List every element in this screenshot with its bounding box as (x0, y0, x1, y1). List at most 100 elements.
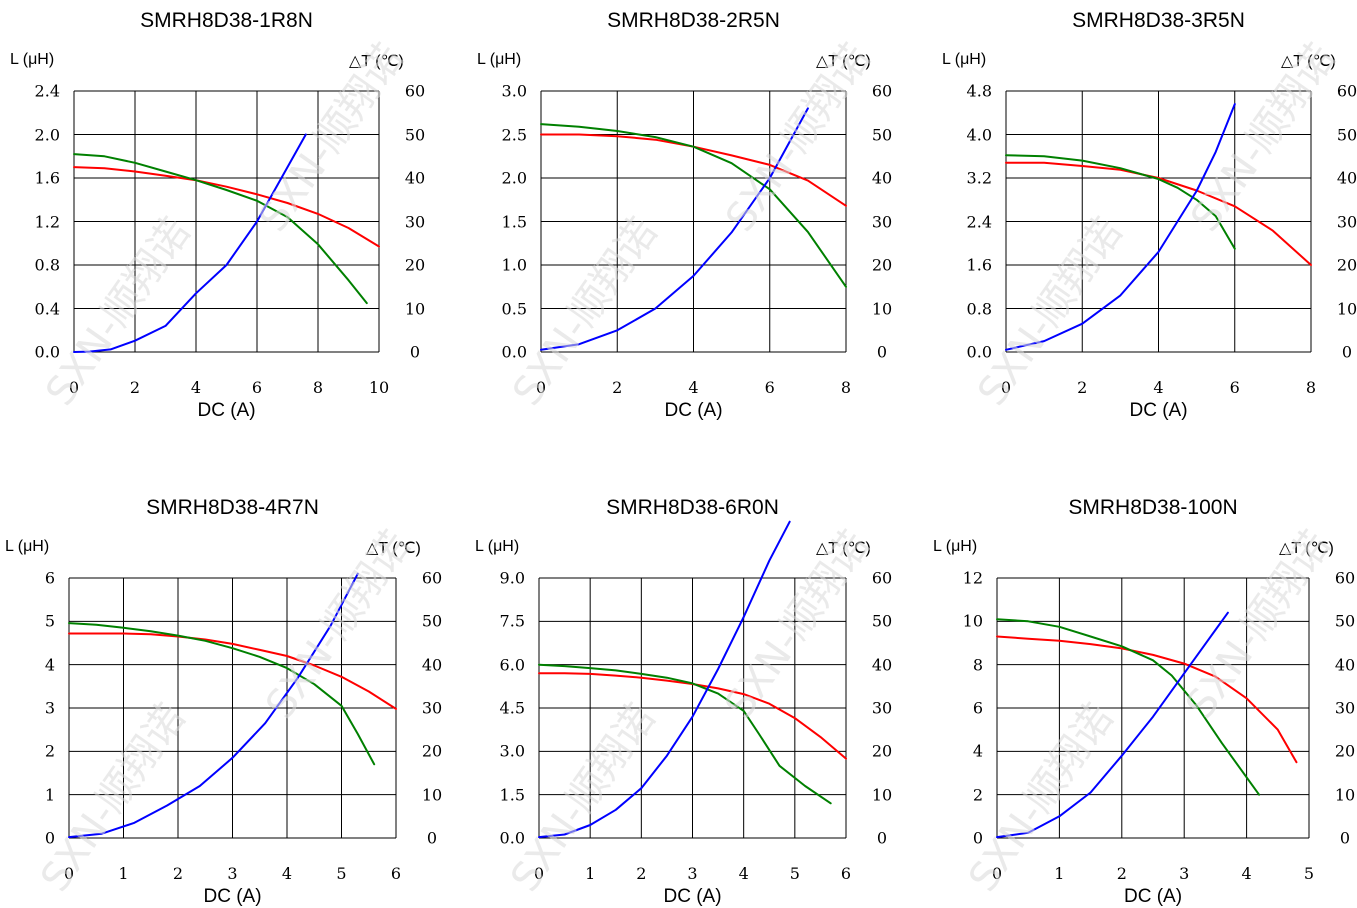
y-right-tick-label: 50 (1336, 125, 1357, 144)
chart-title: SMRH8D38-4R7N (146, 496, 319, 519)
y-right-tick-label: 20 (1334, 741, 1356, 761)
y-right-tick-label: 40 (871, 655, 893, 675)
x-tick-label: 4 (1241, 864, 1252, 883)
x-axis-label: DC (A) (1123, 886, 1183, 907)
y-axis-left-label: L (μH) (477, 51, 522, 68)
y-axis-right-label: △T (℃) (1279, 540, 1334, 557)
y-left-tick-label: 2.0 (34, 125, 60, 144)
x-axis-label: DC (A) (203, 886, 262, 907)
chart-title: SMRH8D38-1R8N (140, 9, 313, 32)
x-tick-label: 2 (636, 864, 647, 883)
y-left-tick-label: 12 (962, 568, 983, 588)
y-axis-right-label: △T (℃) (366, 540, 421, 557)
y-right-tick-label: 40 (1336, 168, 1357, 188)
plot-area (996, 577, 1310, 839)
y-left-tick-label: 4 (972, 741, 983, 761)
y-left-tick-label: 0 (972, 828, 983, 848)
series-line-red (1005, 161, 1312, 266)
y-left-tick-label: 2 (44, 741, 55, 761)
y-right-tick-label: 0 (876, 828, 888, 848)
plot-area (68, 572, 397, 839)
x-tick-label: 4 (688, 378, 699, 397)
series-line-red (996, 635, 1298, 764)
y-right-tick-label: 60 (404, 81, 426, 101)
x-tick-label: 0 (63, 864, 75, 883)
x-tick-label: 4 (281, 864, 293, 883)
y-right-tick-label: 60 (1336, 81, 1357, 101)
series-line-blue (540, 107, 809, 351)
x-tick-label: 2 (1077, 378, 1088, 397)
y-right-tick-label: 50 (871, 611, 893, 631)
y-right-tick-label: 60 (1334, 568, 1356, 588)
y-left-tick-label: 7.5 (499, 611, 525, 631)
y-left-tick-label: 6 (972, 698, 983, 718)
y-left-tick-label: 2.4 (34, 81, 60, 101)
series-line-blue (68, 572, 359, 839)
y-left-tick-label: 9.0 (499, 568, 525, 588)
y-right-tick-label: 20 (421, 741, 443, 761)
y-left-tick-label: 2.4 (966, 212, 992, 231)
series-line-blue (996, 611, 1229, 839)
x-tick-label: 5 (789, 864, 800, 883)
y-right-tick-label: 30 (1334, 698, 1356, 718)
chart-title: SMRH8D38-6R0N (606, 496, 779, 519)
y-left-tick-label: 5 (44, 611, 55, 631)
plot-area (1005, 90, 1312, 353)
y-left-tick-label: 4.8 (966, 81, 992, 101)
y-left-tick-label: 3.0 (499, 741, 525, 761)
y-right-tick-label: 40 (871, 168, 893, 188)
y-right-tick-label: 50 (871, 125, 893, 144)
y-axis-left-label: L (μH) (5, 538, 50, 555)
series-line-green (996, 618, 1261, 796)
x-tick-label: 2 (612, 378, 623, 397)
x-tick-label: 8 (312, 378, 324, 397)
y-right-tick-label: 20 (871, 741, 893, 761)
x-tick-label: 0 (535, 378, 547, 397)
x-tick-label: 6 (1229, 378, 1240, 397)
x-tick-label: 0 (1000, 378, 1012, 397)
y-right-tick-label: 0 (876, 342, 888, 362)
x-axis-label: DC (A) (663, 886, 722, 907)
y-left-tick-label: 0.0 (499, 828, 525, 848)
y-left-tick-label: 0.8 (966, 299, 992, 318)
y-left-tick-label: 0.0 (966, 342, 992, 362)
x-axis-label: DC (A) (197, 400, 256, 421)
y-left-tick-label: 1.6 (34, 168, 60, 188)
x-tick-label: 0 (991, 864, 1003, 883)
y-axis-left-label: L (μH) (10, 51, 55, 68)
y-right-tick-label: 0 (1339, 828, 1351, 848)
y-left-tick-label: 0.0 (34, 342, 60, 362)
y-left-tick-label: 4.5 (499, 698, 525, 718)
x-tick-label: 4 (190, 378, 202, 397)
y-right-tick-label: 10 (404, 299, 426, 318)
y-right-tick-label: 50 (421, 611, 443, 631)
series-line-blue (73, 133, 307, 353)
series-line-red (73, 166, 380, 248)
y-axis-right-label: △T (℃) (1281, 53, 1336, 70)
chart-title: SMRH8D38-100N (1068, 496, 1238, 519)
y-left-tick-label: 4.0 (966, 125, 992, 144)
x-tick-label: 0 (68, 378, 80, 397)
x-tick-label: 6 (840, 864, 852, 883)
series-line-blue (1005, 103, 1236, 351)
y-right-tick-label: 60 (871, 81, 893, 101)
x-tick-label: 3 (227, 864, 238, 883)
y-right-tick-label: 40 (1334, 655, 1356, 675)
y-right-tick-label: 30 (421, 698, 443, 718)
x-tick-label: 3 (687, 864, 698, 883)
y-left-tick-label: 2 (972, 785, 983, 805)
x-tick-label: 2 (1116, 864, 1127, 883)
y-right-tick-label: 10 (871, 785, 893, 805)
y-left-tick-label: 0.5 (501, 299, 527, 318)
y-left-tick-label: 1.0 (501, 255, 527, 275)
x-tick-label: 0 (533, 864, 545, 883)
y-right-tick-label: 40 (421, 655, 443, 675)
y-right-tick-label: 0 (1341, 342, 1353, 362)
y-right-tick-label: 30 (1336, 212, 1357, 231)
chart-title: SMRH8D38-3R5N (1072, 9, 1245, 32)
x-tick-label: 6 (764, 378, 775, 397)
y-left-tick-label: 0.0 (501, 342, 527, 362)
y-axis-right-label: △T (℃) (816, 53, 871, 70)
y-right-tick-label: 40 (404, 168, 426, 188)
